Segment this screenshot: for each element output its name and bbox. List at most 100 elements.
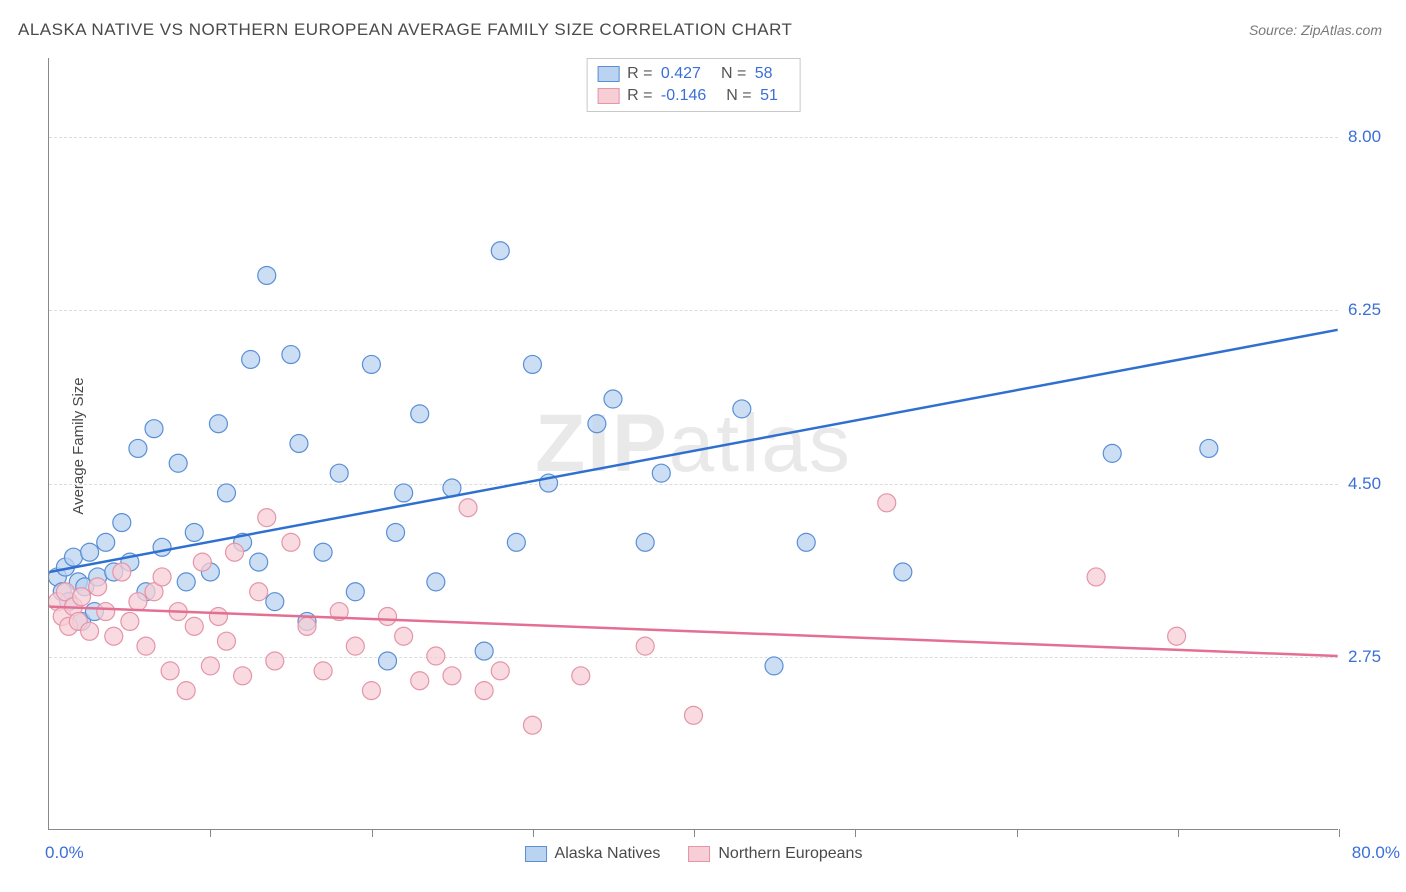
n-label: N = bbox=[726, 87, 751, 104]
scatter-point-1 bbox=[209, 607, 227, 625]
legend-item-0: Alaska Natives bbox=[525, 845, 661, 863]
stats-legend-row-1: R = -0.146 N = 51 bbox=[597, 85, 790, 107]
r-stat-0: R = 0.427 bbox=[627, 65, 713, 83]
scatter-point-0 bbox=[733, 400, 751, 418]
scatter-point-1 bbox=[250, 583, 268, 601]
scatter-point-0 bbox=[636, 533, 654, 551]
trend-line-1 bbox=[49, 607, 1337, 656]
scatter-point-1 bbox=[161, 662, 179, 680]
x-tick bbox=[210, 829, 211, 837]
scatter-point-1 bbox=[129, 593, 147, 611]
n-label: N = bbox=[721, 65, 746, 82]
swatch-alaska-natives bbox=[597, 66, 619, 82]
scatter-point-1 bbox=[185, 617, 203, 635]
n-value-0: 58 bbox=[755, 65, 773, 82]
scatter-point-1 bbox=[266, 652, 284, 670]
x-tick bbox=[694, 829, 695, 837]
r-value-1: -0.146 bbox=[661, 87, 706, 104]
scatter-point-0 bbox=[507, 533, 525, 551]
scatter-point-0 bbox=[242, 350, 260, 368]
scatter-point-1 bbox=[411, 672, 429, 690]
source-name: ZipAtlas.com bbox=[1301, 22, 1382, 38]
scatter-point-0 bbox=[475, 642, 493, 660]
scatter-point-1 bbox=[572, 667, 590, 685]
scatter-point-0 bbox=[604, 390, 622, 408]
scatter-point-1 bbox=[234, 667, 252, 685]
scatter-point-0 bbox=[652, 464, 670, 482]
stats-legend-row-0: R = 0.427 N = 58 bbox=[597, 63, 790, 85]
legend-label-1: Northern Europeans bbox=[718, 845, 862, 863]
swatch-northern-europeans bbox=[688, 846, 710, 862]
scatter-point-0 bbox=[523, 355, 541, 373]
legend-label-0: Alaska Natives bbox=[555, 845, 661, 863]
x-tick bbox=[533, 829, 534, 837]
scatter-point-1 bbox=[379, 607, 397, 625]
source-attribution: Source: ZipAtlas.com bbox=[1249, 22, 1382, 38]
scatter-point-1 bbox=[153, 568, 171, 586]
r-label: R = bbox=[627, 65, 652, 82]
scatter-point-0 bbox=[411, 405, 429, 423]
scatter-point-1 bbox=[346, 637, 364, 655]
scatter-point-0 bbox=[588, 415, 606, 433]
y-tick-label: 6.25 bbox=[1348, 300, 1398, 320]
scatter-point-0 bbox=[282, 346, 300, 364]
scatter-point-0 bbox=[185, 523, 203, 541]
scatter-point-0 bbox=[395, 484, 413, 502]
scatter-point-1 bbox=[298, 617, 316, 635]
chart-container: ALASKA NATIVE VS NORTHERN EUROPEAN AVERA… bbox=[0, 0, 1406, 892]
scatter-point-0 bbox=[250, 553, 268, 571]
scatter-point-0 bbox=[113, 514, 131, 532]
scatter-point-1 bbox=[443, 667, 461, 685]
scatter-point-1 bbox=[137, 637, 155, 655]
y-tick-label: 8.00 bbox=[1348, 127, 1398, 147]
trend-line-0 bbox=[49, 330, 1337, 572]
scatter-point-1 bbox=[73, 588, 91, 606]
scatter-point-0 bbox=[129, 439, 147, 457]
scatter-point-1 bbox=[395, 627, 413, 645]
series-legend: Alaska Natives Northern Europeans bbox=[525, 845, 863, 863]
scatter-point-0 bbox=[427, 573, 445, 591]
scatter-point-0 bbox=[797, 533, 815, 551]
scatter-point-0 bbox=[1103, 444, 1121, 462]
r-stat-1: R = -0.146 bbox=[627, 87, 718, 105]
source-prefix: Source: bbox=[1249, 22, 1301, 38]
n-value-1: 51 bbox=[760, 87, 778, 104]
scatter-point-1 bbox=[226, 543, 244, 561]
scatter-point-0 bbox=[894, 563, 912, 581]
x-tick bbox=[1017, 829, 1018, 837]
scatter-point-0 bbox=[65, 548, 83, 566]
scatter-point-0 bbox=[169, 454, 187, 472]
scatter-point-0 bbox=[379, 652, 397, 670]
scatter-point-0 bbox=[177, 573, 195, 591]
stats-legend: R = 0.427 N = 58 R = -0.146 N = 51 bbox=[586, 58, 801, 112]
scatter-point-1 bbox=[217, 632, 235, 650]
scatter-svg bbox=[49, 58, 1338, 829]
scatter-point-1 bbox=[113, 563, 131, 581]
scatter-point-1 bbox=[97, 603, 115, 621]
scatter-point-0 bbox=[362, 355, 380, 373]
scatter-point-0 bbox=[290, 435, 308, 453]
scatter-point-1 bbox=[1087, 568, 1105, 586]
scatter-point-0 bbox=[346, 583, 364, 601]
r-label: R = bbox=[627, 87, 652, 104]
y-tick-label: 4.50 bbox=[1348, 474, 1398, 494]
scatter-point-0 bbox=[330, 464, 348, 482]
scatter-point-1 bbox=[878, 494, 896, 512]
x-tick bbox=[1178, 829, 1179, 837]
scatter-point-1 bbox=[121, 612, 139, 630]
scatter-point-1 bbox=[523, 716, 541, 734]
plot-area: ZIPatlas 2.754.506.258.00 0.0% 80.0% R =… bbox=[48, 58, 1338, 830]
scatter-point-1 bbox=[685, 706, 703, 724]
swatch-alaska-natives bbox=[525, 846, 547, 862]
scatter-point-0 bbox=[1200, 439, 1218, 457]
r-value-0: 0.427 bbox=[661, 65, 701, 82]
scatter-point-1 bbox=[491, 662, 509, 680]
scatter-point-1 bbox=[1168, 627, 1186, 645]
scatter-point-0 bbox=[97, 533, 115, 551]
scatter-point-1 bbox=[314, 662, 332, 680]
scatter-point-1 bbox=[89, 578, 107, 596]
scatter-point-0 bbox=[314, 543, 332, 561]
scatter-point-1 bbox=[201, 657, 219, 675]
scatter-point-1 bbox=[282, 533, 300, 551]
scatter-point-1 bbox=[81, 622, 99, 640]
